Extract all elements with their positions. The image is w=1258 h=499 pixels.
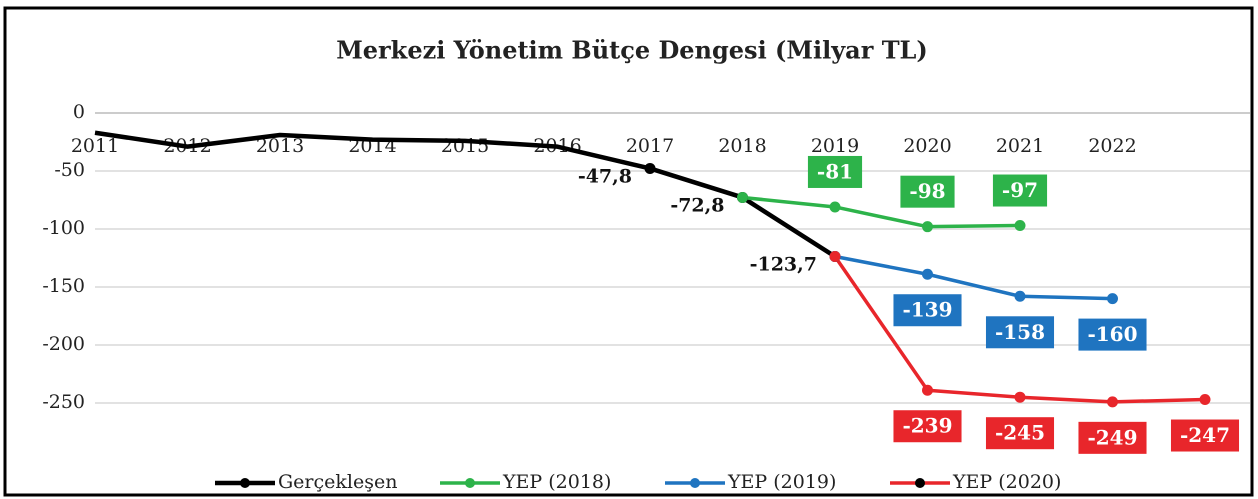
data-label-box: [893, 410, 962, 443]
x-tick-label: 2021: [996, 135, 1044, 157]
legend-label: Gerçekleşen: [278, 471, 397, 493]
data-label-box: [1078, 421, 1147, 454]
legend-marker: [915, 478, 925, 488]
x-tick-label: 2015: [441, 135, 489, 157]
data-label: -98: [909, 179, 945, 203]
data-label-box: [900, 175, 955, 208]
x-tick-label: 2011: [71, 135, 119, 157]
data-label: -245: [995, 421, 1045, 445]
series-line: [742, 195, 1021, 229]
series-line: [834, 254, 1113, 301]
y-tick-label: -200: [42, 333, 85, 355]
point-marker: [922, 221, 933, 233]
x-tick-label: 2013: [256, 135, 304, 157]
legend-marker: [690, 478, 700, 488]
x-tick-label: 2020: [903, 135, 951, 157]
point-marker: [737, 191, 748, 203]
x-tick-label: 2017: [626, 135, 674, 157]
data-label: -47,8: [578, 165, 632, 187]
point-marker: [922, 384, 933, 396]
data-label: -239: [902, 414, 952, 438]
x-tick-label: 2022: [1088, 135, 1136, 157]
series-line: [94, 130, 837, 259]
data-label-box: [893, 294, 962, 327]
y-tick-label: -250: [42, 391, 85, 413]
data-label-box: [807, 155, 863, 188]
data-label-box: [992, 174, 1048, 207]
chart-frame: [3, 6, 1254, 497]
point-marker: [1199, 394, 1211, 406]
y-tick-label: 0: [73, 101, 85, 123]
data-label: -158: [995, 320, 1045, 344]
point-marker: [1014, 290, 1026, 302]
point-marker: [1014, 391, 1026, 403]
data-label-box: [1170, 419, 1240, 452]
point-marker: [1107, 396, 1118, 408]
data-label-box: [985, 316, 1055, 349]
data-label: -249: [1087, 425, 1137, 449]
legend-label: YEP (2020): [952, 471, 1061, 493]
x-tick-label: 2018: [718, 135, 766, 157]
legend-label: YEP (2019): [727, 471, 836, 493]
point-marker: [1014, 220, 1026, 232]
data-label: -123,7: [750, 253, 817, 275]
legend-marker: [465, 478, 475, 488]
data-label: -81: [817, 159, 853, 183]
legend-marker: [240, 478, 250, 488]
chart-title: Merkezi Yönetim Bütçe Dengesi (Milyar TL…: [336, 36, 928, 65]
y-tick-label: -50: [54, 159, 85, 181]
y-tick-label: -100: [42, 217, 85, 239]
data-label: -97: [1002, 178, 1038, 202]
legend-label: YEP (2018): [502, 471, 611, 493]
x-tick-label: 2019: [811, 135, 859, 157]
data-label: -139: [902, 298, 952, 322]
point-marker: [829, 201, 841, 213]
y-tick-label: -150: [42, 275, 85, 297]
point-marker: [829, 250, 841, 262]
data-label-box: [1078, 318, 1147, 351]
data-label: -247: [1180, 423, 1230, 447]
point-marker: [922, 268, 933, 280]
data-label-box: [985, 417, 1055, 450]
point-marker: [1107, 293, 1118, 305]
data-label: -160: [1087, 322, 1137, 346]
point-marker: [644, 162, 656, 174]
data-label: -72,8: [670, 194, 724, 216]
